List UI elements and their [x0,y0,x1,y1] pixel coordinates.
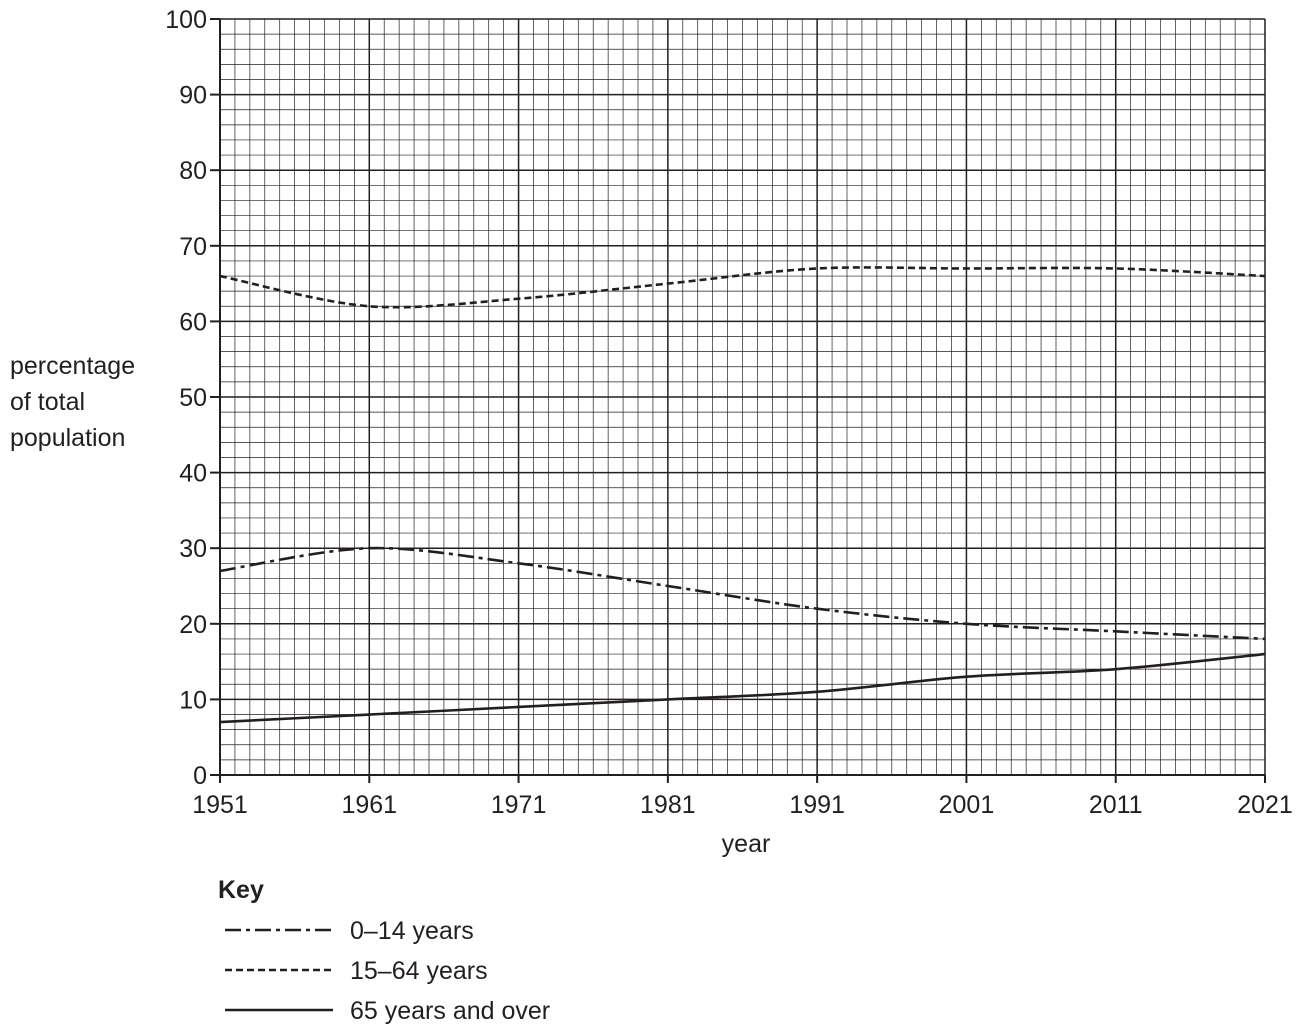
series-line-2 [219,266,1266,309]
legend-item: 15–64 years [225,957,488,985]
x-axis-label: year [722,830,771,858]
series-line-1 [219,546,1266,641]
y-tick-label: 80 [179,157,207,185]
chart-axes: 0 10 20 30 40 50 60 70 80 90 100 1951 1961 1971 1981 19… [165,6,1293,819]
x-tick-label: 1981 [640,791,696,819]
x-tick-label: 1951 [192,791,248,819]
legend: Key 0–14 years 15–64 years 65 years and ov… [218,876,550,1025]
y-axis-label-line-1: percentage [10,352,135,380]
y-tick-label: 40 [179,460,207,488]
y-axis-label-line-2: of total [10,388,85,416]
y-tick-label: 20 [179,611,207,639]
y-tick-label: 50 [179,384,207,412]
x-tick-label: 2001 [939,791,995,819]
legend-item: 0–14 years [225,917,474,945]
y-tick-label: 100 [165,6,207,34]
legend-label: 0–14 years [350,917,474,945]
y-tick-label: 10 [179,686,207,714]
y-tick-label: 70 [179,233,207,261]
legend-label: 15–64 years [350,957,488,985]
y-tick-label: 0 [193,762,207,790]
x-tick-label: 2011 [1089,791,1143,819]
legend-title: Key [218,876,264,904]
series-line-3 [219,652,1266,724]
chart-grid [219,18,1266,776]
x-tick-label: 1991 [789,791,845,819]
x-tick-label: 1961 [341,791,397,819]
x-tick-label: 2021 [1237,791,1293,819]
x-tick-label: 1971 [491,791,547,819]
y-axis-label: percentage of total population [10,352,135,452]
chart-series [219,266,1266,724]
legend-item: 65 years and over [225,997,550,1025]
y-tick-label: 60 [179,308,207,336]
y-tick-label: 90 [179,82,207,110]
legend-label: 65 years and over [350,997,550,1025]
y-axis-label-line-3: population [10,424,125,452]
y-tick-label: 30 [179,535,207,563]
